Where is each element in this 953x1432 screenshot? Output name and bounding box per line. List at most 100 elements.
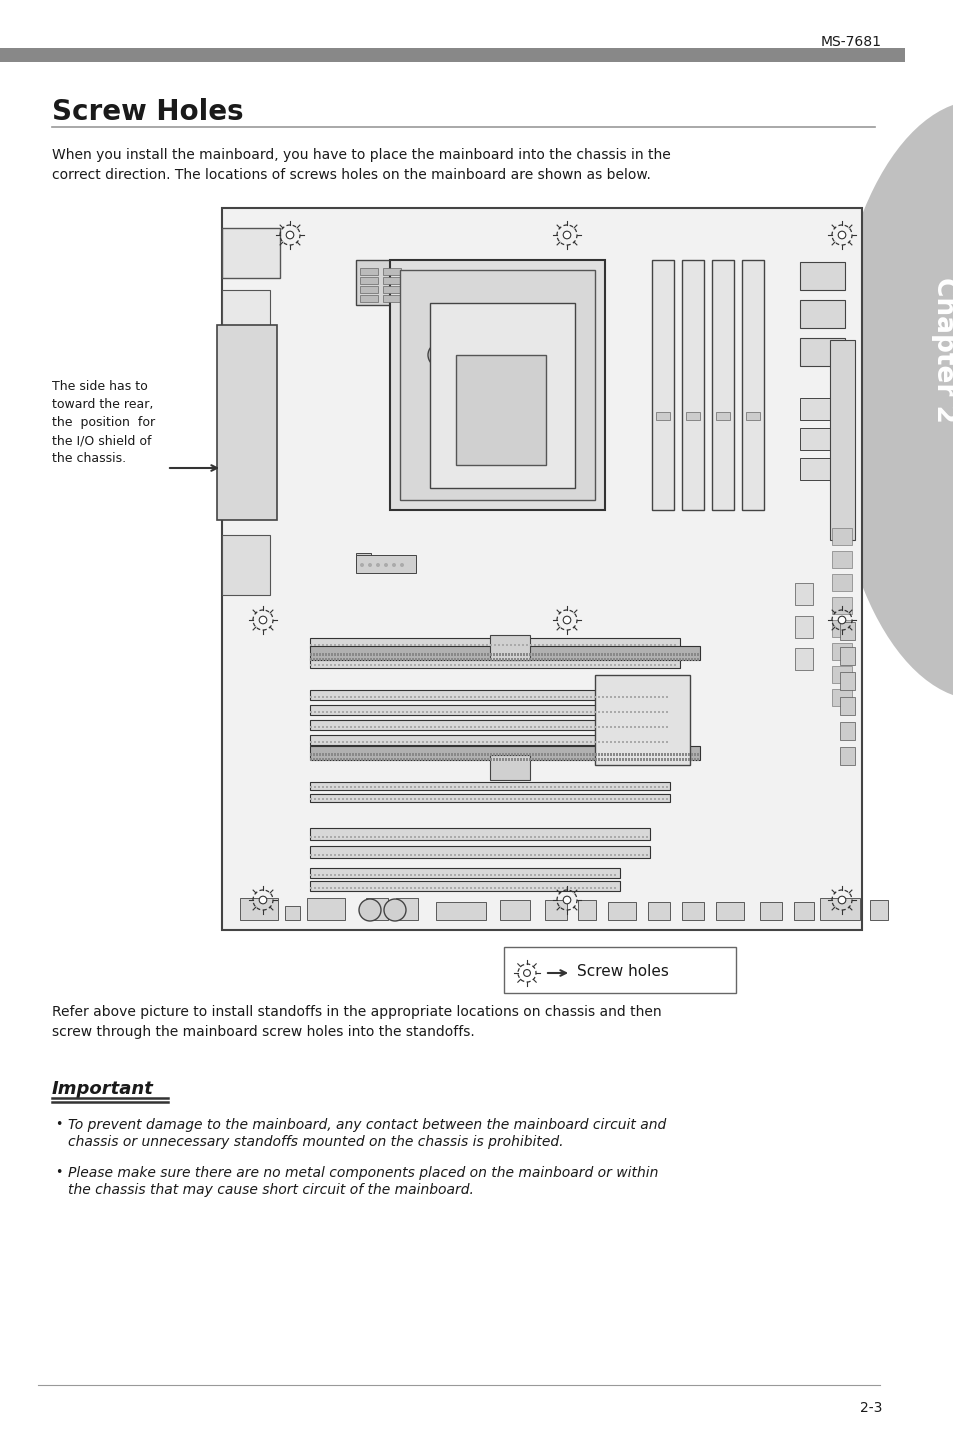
Bar xyxy=(594,886,596,889)
Bar xyxy=(364,657,366,662)
Bar xyxy=(716,412,729,420)
Bar xyxy=(462,657,464,662)
Bar xyxy=(594,696,596,697)
Bar xyxy=(598,740,599,743)
Bar xyxy=(505,786,507,788)
Bar xyxy=(574,758,576,760)
Bar xyxy=(661,798,663,800)
Bar xyxy=(497,886,499,889)
Bar xyxy=(222,536,270,596)
Bar xyxy=(437,664,439,666)
Bar xyxy=(598,786,599,788)
Bar xyxy=(588,657,590,662)
Bar xyxy=(423,758,426,760)
Bar xyxy=(618,712,619,713)
Bar xyxy=(522,758,524,760)
Bar xyxy=(501,758,503,760)
Bar xyxy=(613,657,615,662)
Bar xyxy=(494,874,496,876)
Bar xyxy=(381,786,384,788)
Bar xyxy=(367,657,369,662)
Bar xyxy=(355,553,371,569)
Bar xyxy=(618,664,619,666)
Bar xyxy=(554,726,556,727)
Bar xyxy=(414,853,416,856)
Bar xyxy=(354,696,355,697)
Bar xyxy=(410,644,412,646)
Bar xyxy=(357,758,359,760)
Bar xyxy=(434,726,436,727)
Bar xyxy=(337,836,339,838)
Circle shape xyxy=(523,969,530,977)
Bar xyxy=(578,726,579,727)
Bar xyxy=(346,644,348,646)
Bar xyxy=(377,644,379,646)
Bar xyxy=(510,712,512,713)
Bar xyxy=(569,726,572,727)
Bar xyxy=(430,853,432,856)
Bar xyxy=(469,657,471,662)
Bar xyxy=(370,644,372,646)
Bar xyxy=(504,657,506,662)
Bar xyxy=(639,653,641,656)
Bar xyxy=(355,753,356,756)
Bar xyxy=(366,836,368,838)
Bar xyxy=(318,758,320,760)
Bar xyxy=(461,664,463,666)
Bar xyxy=(410,853,412,856)
Bar xyxy=(331,657,333,662)
Bar xyxy=(517,786,519,788)
Bar xyxy=(595,758,597,760)
Bar xyxy=(382,295,400,302)
Text: The side has to: The side has to xyxy=(52,379,148,392)
Bar xyxy=(609,740,612,743)
Bar xyxy=(535,657,537,662)
Text: To prevent damage to the mainboard, any contact between the mainboard circuit an: To prevent damage to the mainboard, any … xyxy=(68,1118,665,1133)
Bar xyxy=(397,740,399,743)
Bar xyxy=(540,758,542,760)
Bar xyxy=(522,657,524,662)
Bar xyxy=(451,758,453,760)
Bar xyxy=(521,726,523,727)
Bar xyxy=(364,758,366,760)
Bar xyxy=(474,712,476,713)
Bar xyxy=(310,639,679,649)
Bar xyxy=(402,758,405,760)
Bar xyxy=(629,726,631,727)
Bar xyxy=(454,712,456,713)
Bar xyxy=(545,874,547,876)
Bar xyxy=(401,696,403,697)
Bar xyxy=(477,696,479,697)
Bar xyxy=(630,753,633,756)
Bar xyxy=(350,836,352,838)
Bar xyxy=(600,758,602,760)
Bar xyxy=(554,644,556,646)
Bar xyxy=(426,712,428,713)
Bar xyxy=(420,753,422,756)
Bar xyxy=(485,874,488,876)
Bar xyxy=(606,657,608,662)
Bar xyxy=(456,653,458,656)
Bar xyxy=(614,836,616,838)
Bar xyxy=(350,786,352,788)
Bar xyxy=(494,786,496,788)
Bar xyxy=(457,886,459,889)
Bar xyxy=(339,653,341,656)
Bar xyxy=(494,644,496,646)
Bar xyxy=(366,898,388,919)
Bar xyxy=(480,758,482,760)
Bar xyxy=(514,644,516,646)
Bar xyxy=(501,786,503,788)
Bar xyxy=(346,712,348,713)
Bar xyxy=(397,786,399,788)
Bar xyxy=(334,853,335,856)
Bar xyxy=(561,853,563,856)
Bar xyxy=(370,836,372,838)
Bar xyxy=(354,874,355,876)
Bar xyxy=(346,740,348,743)
Bar xyxy=(545,712,547,713)
Bar xyxy=(322,798,324,800)
Bar xyxy=(493,758,495,760)
Bar xyxy=(448,758,450,760)
Bar xyxy=(641,853,643,856)
